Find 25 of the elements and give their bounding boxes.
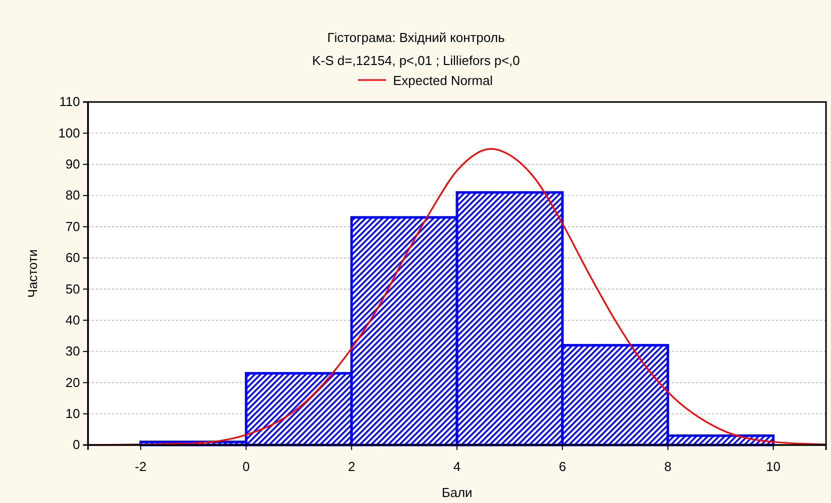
y-tick-label: 50 [66, 281, 80, 296]
x-axis-title: Бали [442, 485, 472, 500]
x-tick-label: 2 [348, 459, 356, 474]
chart-subtitle: K-S d=,12154, p<,01 ; Lilliefors p<,0 [312, 53, 520, 68]
line-series [87, 148, 827, 446]
y-tick-label: 10 [66, 406, 80, 421]
y-tick-label: 40 [66, 312, 80, 328]
y-tick-label: 20 [66, 374, 80, 390]
y-tick-label: 70 [66, 218, 80, 234]
x-tick-label: -2 [134, 459, 146, 474]
x-tick-label: 6 [558, 459, 566, 474]
y-tick-label: 80 [66, 188, 80, 203]
x-tick-label: 4 [453, 459, 461, 474]
y-tick-label: 110 [59, 94, 80, 110]
x-tick-label: 10 [766, 459, 781, 474]
y-tick-label: 60 [66, 250, 80, 266]
y-tick-label: 30 [66, 344, 80, 359]
y-axis-title: Частоти [25, 249, 40, 298]
legend-label: Expected Normal [393, 73, 493, 88]
x-tick-label: 8 [664, 459, 672, 474]
chart-title: Гістограма: Вхідний контроль [327, 30, 506, 45]
y-tick-label: 0 [72, 437, 80, 452]
y-tick-label: 100 [58, 125, 80, 140]
y-tick-label: 90 [66, 156, 80, 172]
x-tick-label: 0 [242, 459, 250, 474]
